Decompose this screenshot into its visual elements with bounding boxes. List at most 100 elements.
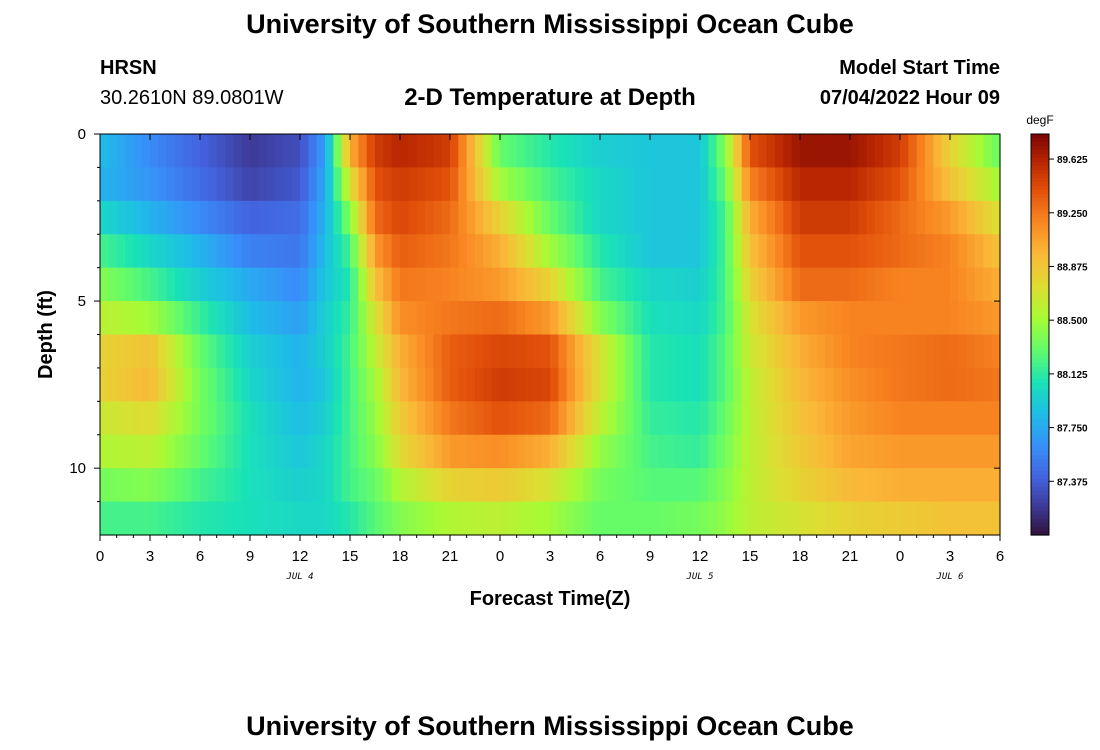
heatmap-cell <box>158 501 168 536</box>
heatmap-cell <box>100 234 109 269</box>
x-tick-label: 12 <box>292 548 309 565</box>
heatmap-cell <box>966 401 976 436</box>
heatmap-cell <box>325 401 334 436</box>
heatmap-cell <box>741 501 751 536</box>
heatmap-cell <box>600 301 609 336</box>
heatmap-cell <box>691 367 701 402</box>
heatmap-cell <box>141 367 151 402</box>
heatmap-cell <box>808 334 818 369</box>
heatmap-cell <box>891 234 901 269</box>
heatmap-cell <box>383 468 393 503</box>
chart-axes: 0 3 6 9 12 15 18 21 0 3 6 9 12 15 18 21 0 3 6 JUL 4 JUL 5 JUL… <box>35 126 1004 610</box>
heatmap-cell <box>883 334 893 369</box>
heatmap-cell <box>350 167 359 202</box>
heatmap-cell <box>691 434 701 469</box>
heatmap-cell <box>608 134 618 169</box>
heatmap-cell <box>783 200 793 235</box>
heatmap-cell <box>725 501 734 536</box>
heatmap-cell <box>175 301 184 336</box>
heatmap-cell <box>425 134 434 169</box>
heatmap-cell <box>991 367 1001 402</box>
heatmap-cell <box>525 167 534 202</box>
heatmap-cell <box>816 334 826 369</box>
heatmap-cell <box>950 401 959 436</box>
heatmap-cell <box>375 200 384 235</box>
colorbar-swatch <box>1031 526 1049 532</box>
heatmap-cell <box>666 367 676 402</box>
heatmap-cell <box>366 367 376 402</box>
heatmap-cell <box>116 234 126 269</box>
heatmap-cell <box>483 367 493 402</box>
heatmap-cell <box>408 367 418 402</box>
heatmap-cell <box>491 134 501 169</box>
colorbar-swatch <box>1031 394 1049 400</box>
heatmap-cell <box>366 267 376 302</box>
x-tick-label: 15 <box>742 548 759 565</box>
heatmap-cell <box>783 434 793 469</box>
heatmap-cell <box>691 401 701 436</box>
heatmap-cell <box>533 434 543 469</box>
colorbar-swatch <box>1031 366 1049 372</box>
heatmap-cell <box>475 434 484 469</box>
heatmap-cell <box>250 401 259 436</box>
heatmap-cell <box>166 234 176 269</box>
heatmap-cell <box>858 134 868 169</box>
heatmap-cell <box>283 267 293 302</box>
heatmap-cell <box>658 267 668 302</box>
heatmap-cell <box>758 434 768 469</box>
heatmap-cell <box>133 134 143 169</box>
heatmap-cell <box>558 167 568 202</box>
heatmap-cell <box>608 434 618 469</box>
heatmap-cell <box>858 468 868 503</box>
heatmap-cell <box>950 468 959 503</box>
heatmap-cell <box>650 267 659 302</box>
heatmap-cell <box>258 167 268 202</box>
heatmap-cell <box>933 401 943 436</box>
heatmap-cell <box>566 501 576 536</box>
heatmap-cell <box>100 334 109 369</box>
colorbar-swatch <box>1031 390 1049 396</box>
colorbar-swatch <box>1031 238 1049 243</box>
heatmap-cell <box>700 301 709 336</box>
heatmap-cell <box>200 434 209 469</box>
heatmap-cell <box>350 234 359 269</box>
heatmap-cell <box>341 334 351 369</box>
heatmap-cell <box>900 167 909 202</box>
heatmap-cell <box>758 167 768 202</box>
colorbar-swatch <box>1031 410 1049 416</box>
heatmap-cell <box>300 367 309 402</box>
heatmap-cell <box>208 401 218 436</box>
heatmap-cell <box>241 334 251 369</box>
heatmap-cell <box>450 167 459 202</box>
heatmap-cell <box>766 367 776 402</box>
heatmap-cell <box>950 334 959 369</box>
heatmap-cell <box>516 501 526 536</box>
heatmap-cell <box>500 301 509 336</box>
colorbar-swatch <box>1031 442 1049 448</box>
heatmap-cell <box>750 267 759 302</box>
heatmap-cell <box>558 200 568 235</box>
colorbar-swatch <box>1031 314 1049 320</box>
heatmap-cell <box>275 167 284 202</box>
heatmap-cell <box>675 401 684 436</box>
heatmap-cell <box>133 200 143 235</box>
colorbar-swatch <box>1031 142 1049 147</box>
heatmap-cell <box>491 267 501 302</box>
heatmap-cell <box>275 434 284 469</box>
heatmap-cell <box>816 267 826 302</box>
heatmap-cell <box>575 301 584 336</box>
heatmap-cell <box>433 434 443 469</box>
colorbar-swatch <box>1031 514 1049 520</box>
heatmap-cell <box>816 234 826 269</box>
heatmap-cell <box>650 501 659 536</box>
heatmap-cell <box>408 200 418 235</box>
heatmap-cell <box>108 334 118 369</box>
heatmap-cell <box>383 301 393 336</box>
heatmap-cell <box>183 234 193 269</box>
heatmap-cell <box>675 468 684 503</box>
heatmap-cell <box>575 434 584 469</box>
heatmap-cell <box>341 200 351 235</box>
colorbar-swatch <box>1031 206 1049 211</box>
heatmap-cell <box>875 334 884 369</box>
heatmap-cell <box>841 167 851 202</box>
